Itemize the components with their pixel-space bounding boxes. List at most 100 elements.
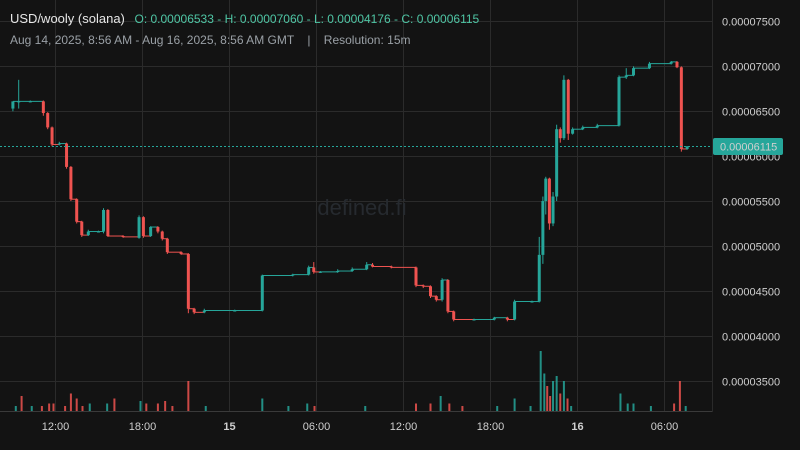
candle-body	[452, 311, 456, 320]
candle-body	[137, 217, 141, 238]
candle-body	[541, 201, 545, 255]
date-range: Aug 14, 2025, 8:56 AM - Aug 16, 2025, 8:…	[10, 33, 294, 47]
volume-bar	[164, 401, 167, 411]
volume-bar	[75, 398, 78, 411]
last-price-tag-bg	[713, 138, 783, 155]
volume-bar	[632, 403, 635, 411]
volume-bar	[619, 393, 622, 411]
candle-body	[647, 63, 651, 69]
time-tick-label: 12:00	[42, 421, 70, 433]
time-axis[interactable]: 12:00 18:00 15 06:00 12:00 18:00 16 06:00	[42, 421, 679, 433]
candle-body	[551, 196, 555, 224]
candle-body	[260, 275, 264, 311]
volume-bar	[673, 403, 676, 411]
time-tick-label: 06:00	[303, 421, 331, 433]
candle-body	[307, 267, 311, 275]
candle-body	[86, 231, 90, 236]
candle-body	[186, 253, 190, 309]
volume-bars	[14, 351, 687, 411]
volume-bar	[306, 403, 309, 411]
price-tick-label: 0.00005500	[722, 197, 780, 209]
candle-body	[429, 286, 432, 297]
candle-body	[513, 301, 517, 320]
candle-body	[669, 61, 673, 64]
time-tick-label: 16	[571, 421, 583, 433]
price-tick-label: 0.00007500	[722, 17, 780, 29]
candle-body	[581, 127, 585, 130]
price-tick-label: 0.00004500	[722, 287, 780, 299]
volume-bar	[313, 406, 316, 411]
symbol-title: USD/wooly (solana)	[10, 11, 125, 26]
volume-bar	[106, 403, 109, 411]
watermark-text: defined.fi	[317, 195, 406, 220]
volume-bar	[461, 406, 464, 411]
volume-bar	[415, 403, 417, 411]
candle-body	[57, 143, 61, 145]
candle-body	[192, 308, 196, 313]
candle-body	[446, 280, 450, 312]
time-tick-label: 18:00	[129, 421, 157, 433]
candle-body	[537, 254, 541, 302]
candle-body	[389, 266, 393, 268]
candle-body	[530, 301, 534, 303]
candle-body	[414, 267, 418, 286]
volume-bar	[555, 376, 558, 411]
candle-body	[318, 271, 322, 273]
volume-bar	[69, 393, 72, 411]
candle-body	[121, 236, 125, 238]
volume-bar	[566, 398, 569, 411]
candle-body	[571, 129, 575, 134]
candle-body	[679, 67, 683, 149]
candle-body	[202, 310, 206, 313]
candle-body	[685, 146, 689, 149]
price-tick-label: 0.00006500	[722, 107, 780, 119]
candle-body	[50, 127, 54, 145]
grid-lines	[0, 0, 712, 412]
volume-bar	[684, 406, 687, 411]
volume-bar	[429, 403, 432, 411]
volume-bar	[187, 381, 190, 411]
volume-bar	[40, 406, 43, 411]
volume-bar	[364, 406, 367, 411]
candle-body	[65, 143, 69, 167]
volume-bar	[496, 406, 499, 411]
volume-bar	[48, 403, 51, 411]
candle-body	[17, 101, 21, 103]
time-tick-label: 18:00	[477, 421, 505, 433]
candle-body	[505, 317, 509, 320]
candle-body	[544, 178, 548, 202]
candle-body	[632, 68, 635, 76]
candle-body	[156, 227, 160, 232]
volume-bar	[562, 381, 565, 411]
volume-bar	[171, 406, 174, 411]
candle-body	[440, 280, 444, 300]
resolution-label: Resolution: 15m	[323, 33, 411, 47]
volume-bar	[448, 403, 451, 411]
volume-bar	[649, 406, 652, 411]
volume-bar	[30, 406, 33, 411]
price-axis[interactable]: 0.00003500 0.00004000 0.00004500 0.00005000…	[722, 17, 780, 389]
time-tick-label: 12:00	[390, 421, 418, 433]
volume-bar	[439, 396, 442, 411]
candle-body	[106, 209, 110, 237]
candle-body	[336, 271, 340, 273]
volume-bar	[14, 406, 17, 411]
candle-body	[562, 79, 566, 139]
volume-bar	[156, 403, 159, 411]
volume-bar	[204, 406, 207, 411]
candle-body	[312, 267, 316, 272]
candle-body	[547, 178, 551, 224]
volume-bar	[678, 381, 681, 411]
candle-body	[617, 77, 621, 126]
candle-body	[555, 129, 559, 197]
price-tick-label: 0.00005000	[722, 242, 780, 254]
volume-bar	[52, 403, 55, 411]
ohlc-values: O: 0.00006533 - H: 0.00007060 - L: 0.000…	[134, 12, 480, 26]
volume-bar	[559, 393, 562, 411]
candle-body	[233, 310, 237, 312]
volume-bar	[513, 398, 516, 411]
candle-body	[291, 274, 295, 276]
volume-bar	[261, 398, 264, 411]
volume-bar	[626, 403, 629, 411]
